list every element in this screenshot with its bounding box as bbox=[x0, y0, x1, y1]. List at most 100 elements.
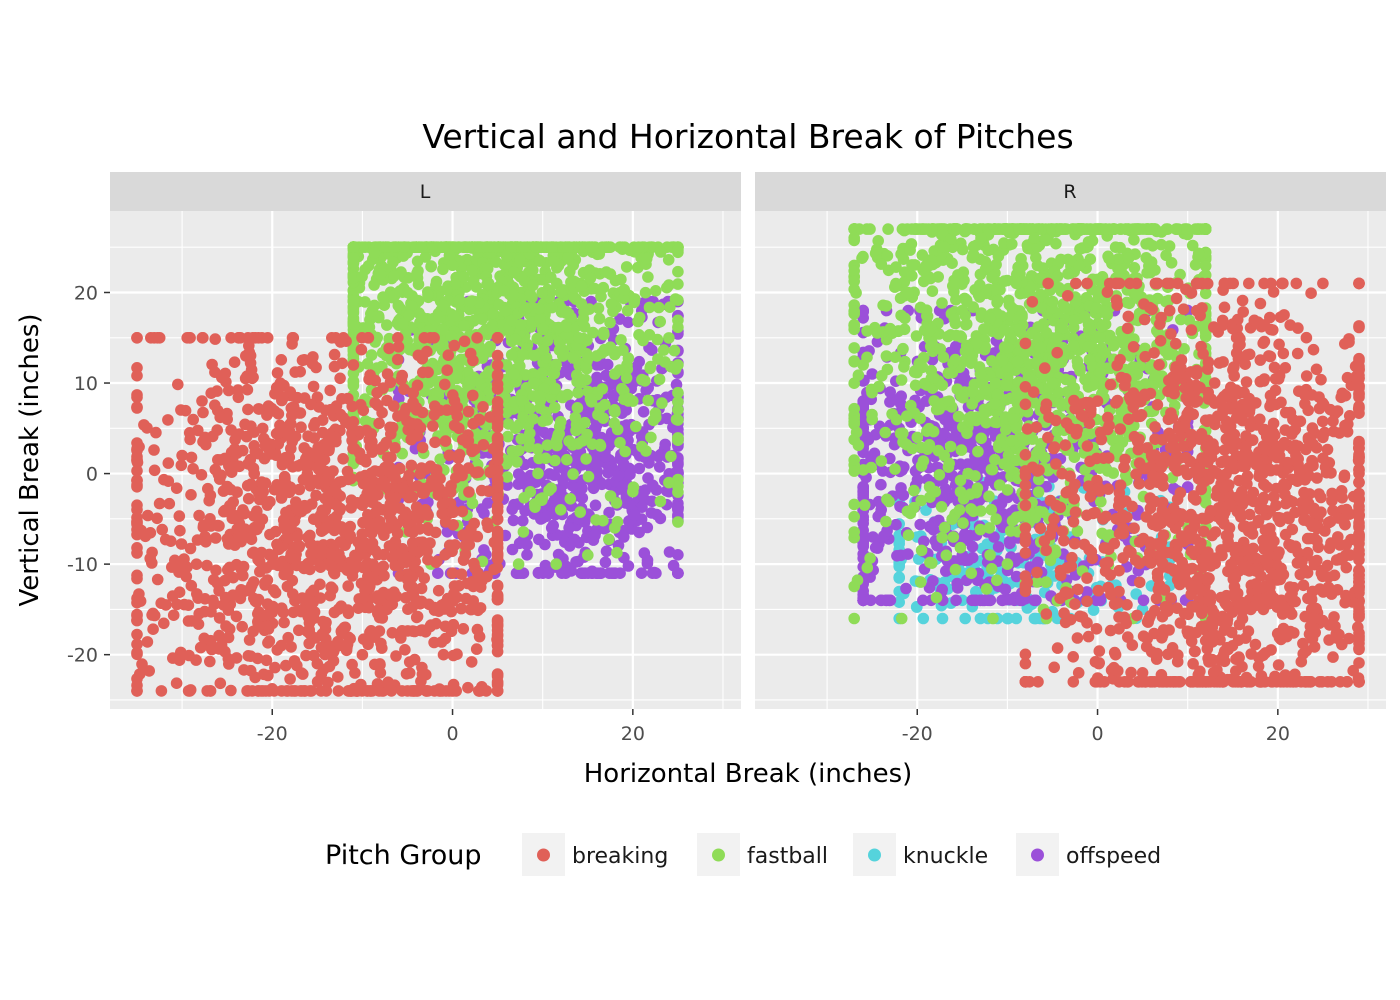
point-fastball bbox=[597, 514, 609, 527]
point-breaking bbox=[473, 685, 485, 697]
point-breaking bbox=[266, 558, 279, 570]
point-fastball bbox=[672, 386, 684, 399]
point-breaking bbox=[142, 509, 154, 522]
point-fastball bbox=[562, 241, 574, 253]
point-offspeed bbox=[629, 509, 641, 521]
point-breaking bbox=[174, 524, 186, 537]
point-breaking bbox=[446, 567, 459, 579]
point-fastball bbox=[619, 445, 631, 458]
point-breaking bbox=[221, 413, 233, 426]
point-fastball bbox=[574, 506, 586, 518]
point-breaking bbox=[284, 673, 296, 685]
point-fastball bbox=[554, 286, 567, 299]
point-fastball bbox=[411, 267, 423, 280]
point-offspeed bbox=[622, 316, 634, 329]
point-fastball bbox=[604, 316, 616, 329]
point-fastball bbox=[608, 417, 621, 430]
point-fastball bbox=[563, 435, 575, 447]
point-breaking bbox=[204, 513, 216, 525]
panel-l-strip bbox=[110, 172, 741, 211]
point-breaking bbox=[332, 603, 345, 615]
point-breaking bbox=[289, 553, 302, 565]
point-fastball bbox=[902, 529, 915, 541]
point-fastball bbox=[490, 256, 502, 268]
point-fastball bbox=[411, 255, 424, 268]
point-fastball bbox=[572, 422, 585, 435]
point-breaking bbox=[257, 485, 270, 498]
point-breaking bbox=[437, 648, 450, 661]
point-fastball bbox=[468, 315, 480, 327]
point-breaking bbox=[228, 443, 241, 455]
point-fastball bbox=[347, 251, 360, 264]
point-breaking bbox=[475, 484, 488, 497]
point-breaking bbox=[206, 358, 218, 371]
point-breaking bbox=[302, 594, 315, 607]
point-breaking bbox=[284, 386, 297, 398]
point-breaking bbox=[285, 402, 298, 414]
point-fastball bbox=[527, 377, 540, 389]
point-offspeed bbox=[589, 499, 602, 512]
point-fastball bbox=[598, 328, 610, 341]
point-breaking bbox=[147, 623, 159, 635]
point-fastball bbox=[516, 395, 528, 407]
point-fastball bbox=[464, 375, 476, 388]
point-breaking bbox=[341, 638, 354, 651]
point-fastball bbox=[518, 492, 530, 504]
point-breaking bbox=[330, 486, 343, 499]
point-fastball bbox=[599, 398, 611, 411]
point-breaking bbox=[403, 656, 416, 668]
point-fastball bbox=[595, 290, 607, 303]
point-offspeed bbox=[572, 555, 584, 568]
point-offspeed bbox=[501, 479, 513, 491]
point-breaking bbox=[412, 349, 425, 362]
point-breaking bbox=[242, 685, 254, 697]
point-fastball bbox=[848, 342, 860, 354]
point-fastball bbox=[609, 406, 621, 418]
point-fastball bbox=[347, 305, 360, 318]
point-fastball bbox=[517, 411, 529, 423]
point-breaking bbox=[278, 616, 290, 629]
point-breaking bbox=[223, 658, 235, 670]
point-fastball bbox=[672, 434, 684, 447]
point-breaking bbox=[464, 603, 477, 616]
point-breaking bbox=[281, 685, 294, 697]
point-fastball bbox=[610, 497, 623, 509]
point-offspeed bbox=[432, 567, 444, 579]
point-fastball bbox=[548, 367, 561, 380]
point-breaking bbox=[271, 367, 284, 379]
point-fastball bbox=[436, 323, 449, 336]
point-offspeed bbox=[966, 551, 979, 564]
point-breaking bbox=[296, 354, 309, 367]
point-offspeed bbox=[540, 510, 553, 523]
point-offspeed bbox=[917, 594, 929, 607]
point-offspeed bbox=[507, 514, 520, 527]
point-fastball bbox=[434, 453, 447, 466]
point-fastball bbox=[670, 413, 683, 426]
point-breaking bbox=[473, 630, 486, 643]
point-breaking bbox=[244, 349, 257, 362]
point-breaking bbox=[302, 446, 315, 459]
point-fastball bbox=[864, 552, 876, 564]
point-breaking bbox=[360, 424, 373, 437]
point-fastball bbox=[550, 358, 562, 371]
point-offspeed bbox=[978, 594, 991, 607]
point-fastball bbox=[572, 332, 585, 344]
point-fastball bbox=[662, 253, 675, 266]
point-fastball bbox=[467, 274, 480, 287]
point-fastball bbox=[530, 241, 543, 253]
point-breaking bbox=[458, 335, 471, 348]
point-breaking bbox=[295, 421, 307, 434]
panel-l-points bbox=[131, 241, 684, 697]
point-breaking bbox=[213, 473, 226, 485]
point-breaking bbox=[204, 655, 216, 668]
panel-r-strip-label: R bbox=[1063, 181, 1076, 203]
point-fastball bbox=[347, 367, 360, 380]
point-offspeed bbox=[914, 518, 926, 531]
point-breaking bbox=[146, 546, 158, 559]
point-offspeed bbox=[875, 478, 887, 491]
point-fastball bbox=[528, 349, 541, 362]
point-breaking bbox=[179, 404, 192, 417]
point-breaking bbox=[400, 668, 413, 680]
point-fastball bbox=[509, 333, 522, 346]
panel-l: L bbox=[110, 172, 741, 709]
